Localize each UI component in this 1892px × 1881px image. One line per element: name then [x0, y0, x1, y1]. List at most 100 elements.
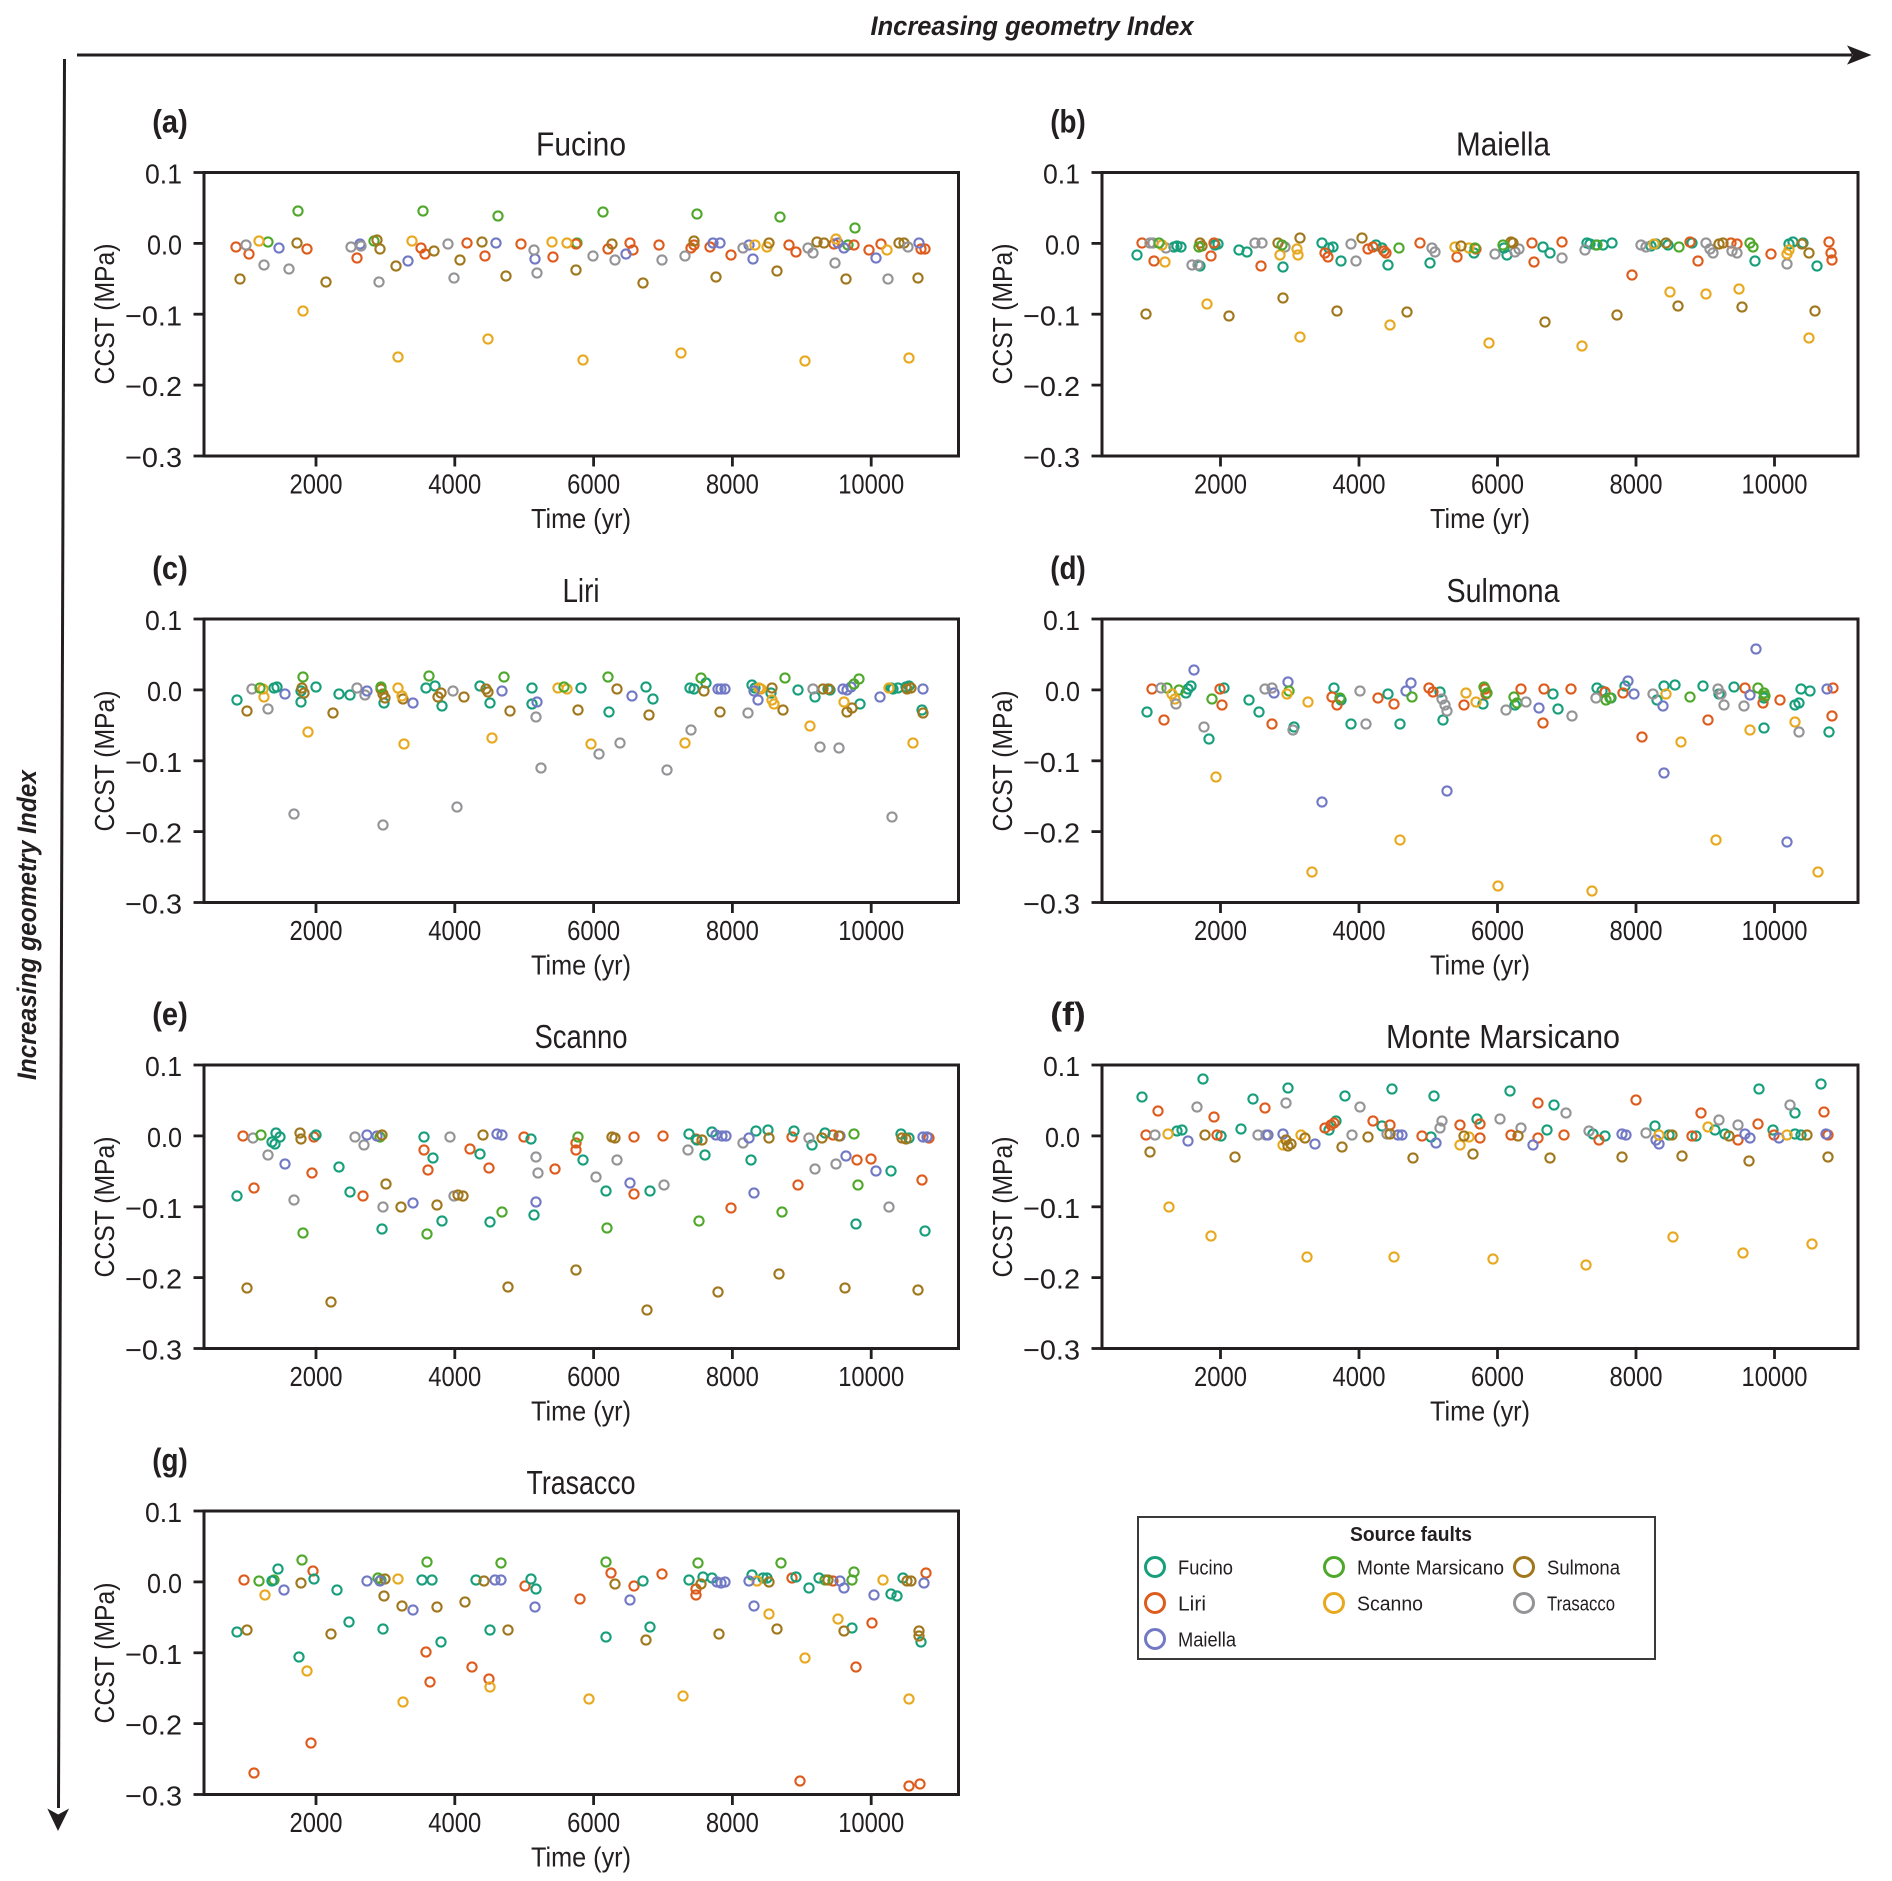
svg-text:8000: 8000: [706, 1361, 759, 1392]
svg-text:8000: 8000: [1610, 915, 1663, 946]
svg-text:0.0: 0.0: [147, 676, 182, 707]
svg-text:(c): (c): [152, 550, 188, 586]
svg-text:0.0: 0.0: [1045, 676, 1080, 707]
svg-text:CCST (MPa): CCST (MPa): [89, 1583, 120, 1724]
svg-text:Sulmona: Sulmona: [1547, 1558, 1621, 1580]
svg-text:Maiella: Maiella: [1178, 1630, 1237, 1652]
svg-text:−0.3: −0.3: [1023, 442, 1080, 473]
svg-text:(a): (a): [152, 104, 188, 140]
svg-text:10000: 10000: [1742, 1361, 1808, 1392]
svg-text:8000: 8000: [706, 1807, 759, 1838]
svg-text:−0.1: −0.1: [125, 1193, 182, 1224]
svg-text:10000: 10000: [838, 1807, 904, 1838]
svg-text:4000: 4000: [1333, 1361, 1386, 1392]
svg-text:0.0: 0.0: [1045, 229, 1080, 260]
svg-text:(f): (f): [1050, 996, 1086, 1032]
svg-text:(b): (b): [1050, 104, 1086, 140]
svg-text:10000: 10000: [838, 469, 904, 500]
svg-text:0.1: 0.1: [145, 1497, 182, 1528]
svg-text:−0.2: −0.2: [125, 818, 182, 849]
svg-text:0.0: 0.0: [147, 229, 182, 260]
svg-text:−0.3: −0.3: [1023, 889, 1080, 920]
svg-text:10000: 10000: [838, 1361, 904, 1392]
svg-text:−0.2: −0.2: [125, 1264, 182, 1295]
svg-text:CCST (MPa): CCST (MPa): [987, 691, 1018, 832]
svg-text:(e): (e): [152, 996, 188, 1032]
svg-text:−0.3: −0.3: [125, 889, 182, 920]
svg-text:Time (yr): Time (yr): [531, 1396, 631, 1427]
svg-text:Scanno: Scanno: [1357, 1594, 1423, 1616]
svg-text:6000: 6000: [567, 915, 620, 946]
svg-text:CCST (MPa): CCST (MPa): [89, 691, 120, 832]
svg-text:Time (yr): Time (yr): [531, 503, 631, 534]
svg-text:Scanno: Scanno: [535, 1018, 628, 1055]
svg-text:10000: 10000: [1742, 469, 1808, 500]
svg-text:−0.2: −0.2: [1023, 818, 1080, 849]
svg-text:CCST (MPa): CCST (MPa): [89, 1137, 120, 1278]
svg-text:Time (yr): Time (yr): [1430, 1396, 1530, 1427]
svg-text:8000: 8000: [1610, 1361, 1663, 1392]
svg-text:−0.2: −0.2: [125, 371, 182, 402]
svg-text:0.1: 0.1: [145, 159, 182, 190]
svg-text:6000: 6000: [567, 1361, 620, 1392]
svg-text:−0.2: −0.2: [1023, 1264, 1080, 1295]
svg-text:6000: 6000: [567, 469, 620, 500]
svg-text:4000: 4000: [1333, 915, 1386, 946]
svg-text:4000: 4000: [428, 915, 481, 946]
svg-text:−0.3: −0.3: [125, 1335, 182, 1366]
svg-text:4000: 4000: [1333, 469, 1386, 500]
svg-text:−0.2: −0.2: [1023, 371, 1080, 402]
svg-text:10000: 10000: [1742, 915, 1808, 946]
svg-text:8000: 8000: [706, 469, 759, 500]
svg-text:0.1: 0.1: [1043, 1051, 1080, 1082]
svg-text:0.0: 0.0: [147, 1122, 182, 1153]
svg-text:−0.3: −0.3: [1023, 1335, 1080, 1366]
svg-text:Fucino: Fucino: [536, 126, 626, 163]
svg-text:6000: 6000: [1471, 915, 1524, 946]
svg-text:8000: 8000: [1610, 469, 1663, 500]
svg-text:Time (yr): Time (yr): [531, 950, 631, 981]
svg-text:CCST (MPa): CCST (MPa): [987, 1137, 1018, 1278]
svg-text:Fucino: Fucino: [1178, 1558, 1233, 1580]
svg-text:Monte Marsicano: Monte Marsicano: [1357, 1558, 1504, 1580]
svg-text:8000: 8000: [706, 915, 759, 946]
svg-text:0.0: 0.0: [147, 1568, 182, 1599]
svg-text:0.1: 0.1: [145, 1051, 182, 1082]
svg-text:6000: 6000: [567, 1807, 620, 1838]
svg-text:Monte Marsicano: Monte Marsicano: [1386, 1018, 1620, 1055]
svg-text:−0.3: −0.3: [125, 442, 182, 473]
svg-text:4000: 4000: [428, 1361, 481, 1392]
svg-text:10000: 10000: [838, 915, 904, 946]
svg-text:6000: 6000: [1471, 469, 1524, 500]
svg-text:6000: 6000: [1471, 1361, 1524, 1392]
svg-text:−0.2: −0.2: [125, 1710, 182, 1741]
svg-text:CCST (MPa): CCST (MPa): [987, 244, 1018, 385]
svg-text:−0.1: −0.1: [125, 1639, 182, 1670]
svg-text:Maiella: Maiella: [1456, 126, 1551, 163]
svg-text:−0.1: −0.1: [125, 747, 182, 778]
svg-text:−0.1: −0.1: [1023, 300, 1080, 331]
svg-text:2000: 2000: [290, 1807, 343, 1838]
svg-text:4000: 4000: [428, 1807, 481, 1838]
svg-text:Time (yr): Time (yr): [531, 1842, 631, 1873]
svg-text:Sulmona: Sulmona: [1447, 572, 1561, 609]
svg-text:−0.3: −0.3: [125, 1781, 182, 1812]
svg-text:0.1: 0.1: [1043, 159, 1080, 190]
svg-text:Source faults: Source faults: [1350, 1524, 1472, 1546]
svg-text:(g): (g): [152, 1442, 188, 1478]
svg-text:CCST (MPa): CCST (MPa): [89, 244, 120, 385]
svg-text:−0.1: −0.1: [1023, 747, 1080, 778]
svg-text:2000: 2000: [290, 469, 343, 500]
svg-text:4000: 4000: [428, 469, 481, 500]
svg-text:Trasacco: Trasacco: [527, 1464, 636, 1501]
svg-text:Liri: Liri: [563, 572, 600, 609]
svg-text:Increasing geometry Index: Increasing geometry Index: [12, 769, 42, 1080]
svg-text:Trasacco: Trasacco: [1547, 1594, 1615, 1616]
svg-text:−0.1: −0.1: [125, 300, 182, 331]
svg-text:0.0: 0.0: [1045, 1122, 1080, 1153]
svg-text:(d): (d): [1050, 550, 1086, 586]
svg-text:2000: 2000: [290, 915, 343, 946]
svg-text:Time (yr): Time (yr): [1430, 950, 1530, 981]
svg-text:Time (yr): Time (yr): [1430, 503, 1530, 534]
svg-text:2000: 2000: [290, 1361, 343, 1392]
